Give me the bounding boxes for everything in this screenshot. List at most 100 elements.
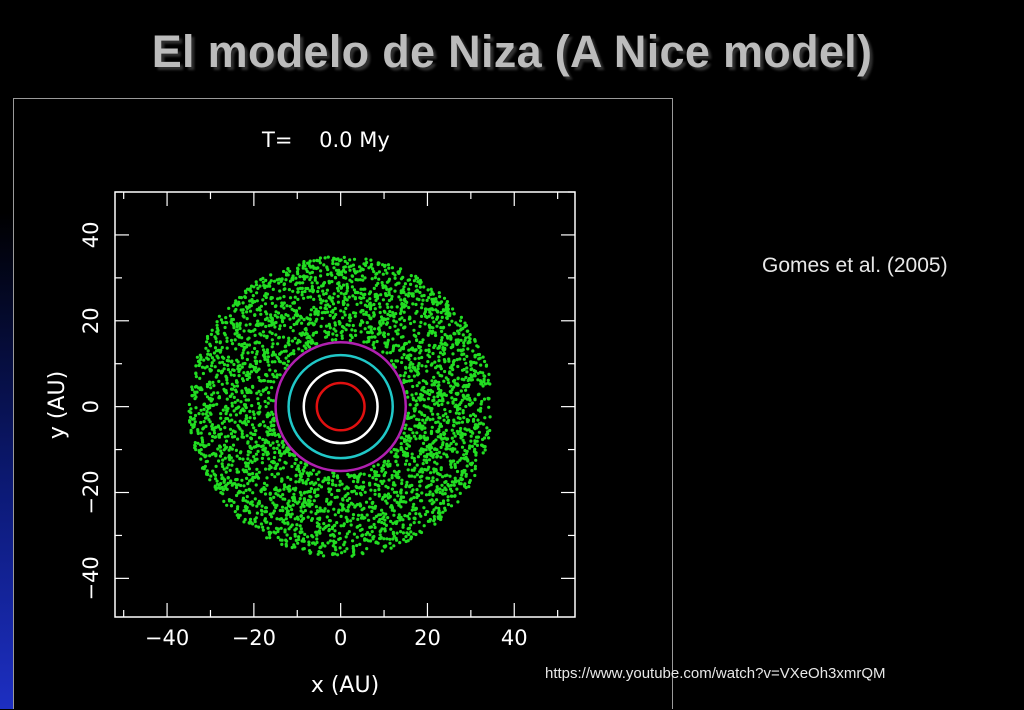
planetesimal-point xyxy=(420,306,424,310)
planetesimal-point xyxy=(239,308,243,312)
planetesimal-point xyxy=(372,302,376,307)
planetesimal-point xyxy=(220,473,224,477)
planetesimal-point xyxy=(201,427,205,431)
planetesimal-point xyxy=(360,274,364,278)
planetesimal-point xyxy=(246,482,250,486)
planetesimal-point xyxy=(326,272,330,277)
planetesimal-point xyxy=(407,416,411,420)
planetesimal-point xyxy=(399,515,403,519)
planetesimal-point xyxy=(225,409,229,413)
planetesimal-point xyxy=(441,414,445,418)
planetesimal-point xyxy=(221,408,225,412)
planetesimal-point xyxy=(395,471,399,475)
planetesimal-point xyxy=(439,392,443,396)
planetesimal-point xyxy=(418,512,422,516)
planetesimal-point xyxy=(210,364,214,368)
planetesimal-point xyxy=(273,369,277,373)
planetesimal-point xyxy=(303,490,307,494)
planetesimal-point xyxy=(214,453,218,457)
planetesimal-point xyxy=(439,310,443,315)
planetesimal-point xyxy=(389,527,393,531)
planetesimal-point xyxy=(420,314,424,318)
planetesimal-point xyxy=(266,351,270,355)
planetesimal-point xyxy=(354,278,358,282)
planetesimal-point xyxy=(209,386,213,390)
planetesimal-point xyxy=(290,464,294,469)
planetesimal-point xyxy=(278,373,282,377)
planetesimal-point xyxy=(238,419,242,423)
planetesimal-point xyxy=(246,419,250,424)
planetesimal-point xyxy=(406,294,410,298)
planetesimal-point xyxy=(414,399,418,403)
planetesimal-point xyxy=(312,305,316,309)
planetesimal-point xyxy=(356,513,361,517)
planetesimal-point xyxy=(423,307,428,311)
planet-orbit-4 xyxy=(274,341,408,473)
planetesimal-point xyxy=(373,488,377,493)
planetesimal-point xyxy=(233,430,237,434)
planetesimal-point xyxy=(287,484,291,488)
planetesimal-point xyxy=(293,545,297,549)
planetesimal-point xyxy=(263,399,267,404)
planetesimal-point xyxy=(383,268,388,272)
planetesimal-point xyxy=(344,306,348,311)
planetesimal-point xyxy=(313,276,317,280)
planetesimal-point xyxy=(421,298,425,302)
planetesimal-point xyxy=(443,369,447,374)
planetesimal-point xyxy=(326,541,330,545)
planetesimal-point xyxy=(209,474,213,478)
planetesimal-point xyxy=(430,290,434,294)
planetesimal-point xyxy=(467,485,471,489)
planetesimal-point xyxy=(247,343,252,347)
planetesimal-point xyxy=(402,290,406,294)
planetesimal-point xyxy=(259,333,263,337)
planetesimal-point xyxy=(438,490,442,495)
planetesimal-point xyxy=(418,345,422,349)
planetesimal-point xyxy=(335,257,339,261)
planetesimal-point xyxy=(233,420,237,424)
planetesimal-point xyxy=(442,452,446,456)
planetesimal-point xyxy=(441,492,445,496)
planetesimal-point xyxy=(381,272,385,276)
planetesimal-point xyxy=(443,333,447,337)
planetesimal-point xyxy=(343,549,347,553)
planetesimal-point xyxy=(426,288,430,292)
planetesimal-point xyxy=(326,333,330,337)
planetesimal-point xyxy=(427,343,431,347)
planetesimal-point xyxy=(413,475,417,479)
planetesimal-point xyxy=(447,444,451,448)
planetesimal-point xyxy=(394,536,398,540)
planetesimal-point xyxy=(430,379,434,383)
video-link[interactable]: https://www.youtube.com/watch?v=VXeOh3xm… xyxy=(545,665,886,682)
planetesimal-point xyxy=(468,444,472,448)
planetesimal-point xyxy=(319,485,324,489)
planetesimal-point xyxy=(332,292,336,296)
planetesimal-point xyxy=(449,337,453,341)
planetesimal-point xyxy=(432,297,436,301)
planetesimal-point xyxy=(234,388,238,392)
planetesimal-point xyxy=(250,460,254,464)
planetesimal-point xyxy=(410,490,414,494)
planetesimal-point xyxy=(218,341,222,345)
planetesimal-point xyxy=(334,329,338,333)
planetesimal-point xyxy=(199,386,203,390)
planetesimal-point xyxy=(435,488,439,492)
planetesimal-point xyxy=(448,314,452,318)
planetesimal-point xyxy=(242,345,246,349)
planetesimal-point xyxy=(343,259,347,263)
planetesimal-point xyxy=(385,537,389,541)
planetesimal-point xyxy=(338,536,342,541)
planetesimal-point xyxy=(409,321,413,326)
planetesimal-point xyxy=(450,363,454,368)
planetesimal-point xyxy=(454,338,458,342)
planetesimal-point xyxy=(358,528,362,532)
planetesimal-point xyxy=(246,461,250,465)
planetesimal-point xyxy=(384,285,388,289)
planetesimal-point xyxy=(407,287,411,291)
planetesimal-point xyxy=(386,516,390,520)
planetesimal-point xyxy=(454,411,458,415)
planetesimal-point xyxy=(345,547,349,551)
planetesimal-point xyxy=(415,338,419,342)
planetesimal-point xyxy=(267,282,271,286)
planetesimal-point xyxy=(372,270,376,274)
